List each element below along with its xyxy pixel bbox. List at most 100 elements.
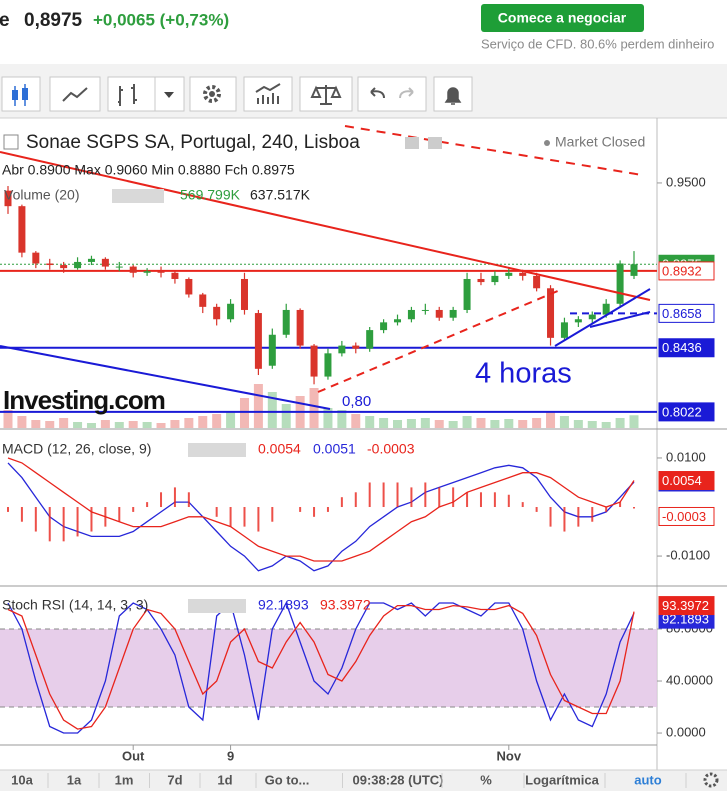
legend-icon[interactable] [405,137,419,149]
stoch-k-value: 92.1893 [258,597,309,613]
legend-icons[interactable] [188,443,246,457]
disclaimer: Serviço de CFD. 80.6% perdem dinheiro [481,36,714,51]
settings-icon[interactable] [703,772,719,788]
axis-value-label: 92.1893 [662,612,709,627]
cta-label[interactable]: Comece a negociar [498,10,627,26]
icon [118,84,137,106]
candle-body [338,345,346,354]
candle-body [477,278,485,283]
volume-bar [323,408,333,428]
icon [22,88,28,100]
legend-icon[interactable] [428,137,442,149]
bottom-item[interactable]: 09:38:28 (UTC) [352,772,443,787]
macd-histogram-bar [438,487,441,508]
macd-histogram-bar [146,502,149,508]
macd-histogram-bar [382,482,385,508]
legend-toggle[interactable] [3,134,19,150]
volume-bar [365,416,375,428]
macd-histogram-bar [48,507,51,542]
volume-bar [267,392,277,428]
axis-value-label: 0.8658 [662,306,702,321]
candle-body [185,278,193,295]
y-tick-label: 40.0000 [666,672,713,687]
bottom-item[interactable]: Logarítmica [525,772,599,787]
candle-body [4,190,12,207]
volume-bar [114,422,124,428]
x-tick-label: 9 [227,748,234,763]
header: e 0,8975 +0,0065 (+0,73%) Comece a negoc… [0,4,714,51]
macd-legend: MACD (12, 26, close, 9) [2,441,151,457]
volume-legend: Volume (20) [4,187,79,203]
macd-histogram-bar [396,482,399,508]
candles-button[interactable] [1,76,41,112]
macd-histogram-bar [299,507,302,512]
icon [203,85,221,103]
bottom-item[interactable]: 1d [217,772,232,787]
bottom-item[interactable]: 1a [67,772,82,787]
candle-body [213,306,221,320]
macd-histogram-bar [563,507,566,532]
volume-bar [31,420,41,428]
candle-body [296,309,304,346]
volume-bar [559,416,569,428]
toolbar-buttons [1,76,473,112]
x-tick-label: Nov [497,748,522,763]
legend-icons[interactable] [188,599,246,613]
volume-bar [629,415,639,428]
bottom-item[interactable]: Go to... [265,772,310,787]
candle-body [60,265,68,269]
bottom-item[interactable]: 7d [167,772,182,787]
candle-body [268,334,276,366]
volume-bar [546,412,556,428]
icon [370,87,385,99]
bottom-item[interactable]: % [480,772,492,787]
icon [444,87,462,105]
annotation: 0,80 [342,393,371,410]
macd-histogram-bar [354,492,357,508]
stoch-d-value: 93.3972 [320,597,371,613]
macd-histogram-bar [633,507,635,509]
cta-button[interactable] [481,4,644,32]
volume-bar [142,422,152,428]
macd-histogram-bar [76,507,79,537]
axis-value-label: 0.8436 [662,340,702,355]
candle-body [101,258,109,267]
trendline [317,289,561,393]
symbol: e [0,10,10,31]
macd-histogram-bar [410,487,413,508]
macd-histogram-bar [257,507,260,532]
bottom-item[interactable]: 10a [11,772,33,787]
line-button[interactable] [49,76,101,112]
candle-body [324,353,332,377]
settings-button[interactable] [189,76,237,112]
stoch-line [7,604,635,730]
macd-histogram-bar [271,507,274,522]
axis-value-tag [658,471,715,491]
bottom-item[interactable]: auto [634,772,662,787]
macd-histogram-bar [507,494,510,508]
ohlc-legend: Abr 0.8900 Max 0.9060 Min 0.8880 Fch 0.8… [2,162,295,178]
indicators-button[interactable] [243,76,293,112]
macd-histogram-bar [591,507,594,522]
bottom-bar [0,770,727,791]
bottom-items: 10a 1a 1m 7d 1d Go to... 09:38:28 (UTC)% Logarí… [11,772,687,788]
macd-histogram-bar [313,507,316,517]
y-tick-label: -0.0100 [666,547,710,562]
market-status: Market Closed [555,134,645,150]
volume-bar [504,419,514,428]
macd-histogram-bar [368,482,371,508]
macd-histogram-bar [535,507,538,512]
candle-body [449,309,457,318]
volume-bar [128,421,138,428]
volume-bar [601,422,611,428]
candle-body [115,266,123,268]
legend-icons[interactable] [112,189,164,203]
candle-body [533,275,541,289]
volume-bar [86,423,96,428]
macd-histogram-bar [424,482,427,508]
bottom-item[interactable]: 1m [115,772,134,787]
macd-signal-value: 0.0054 [258,441,301,457]
undo-redo[interactable] [357,76,427,112]
